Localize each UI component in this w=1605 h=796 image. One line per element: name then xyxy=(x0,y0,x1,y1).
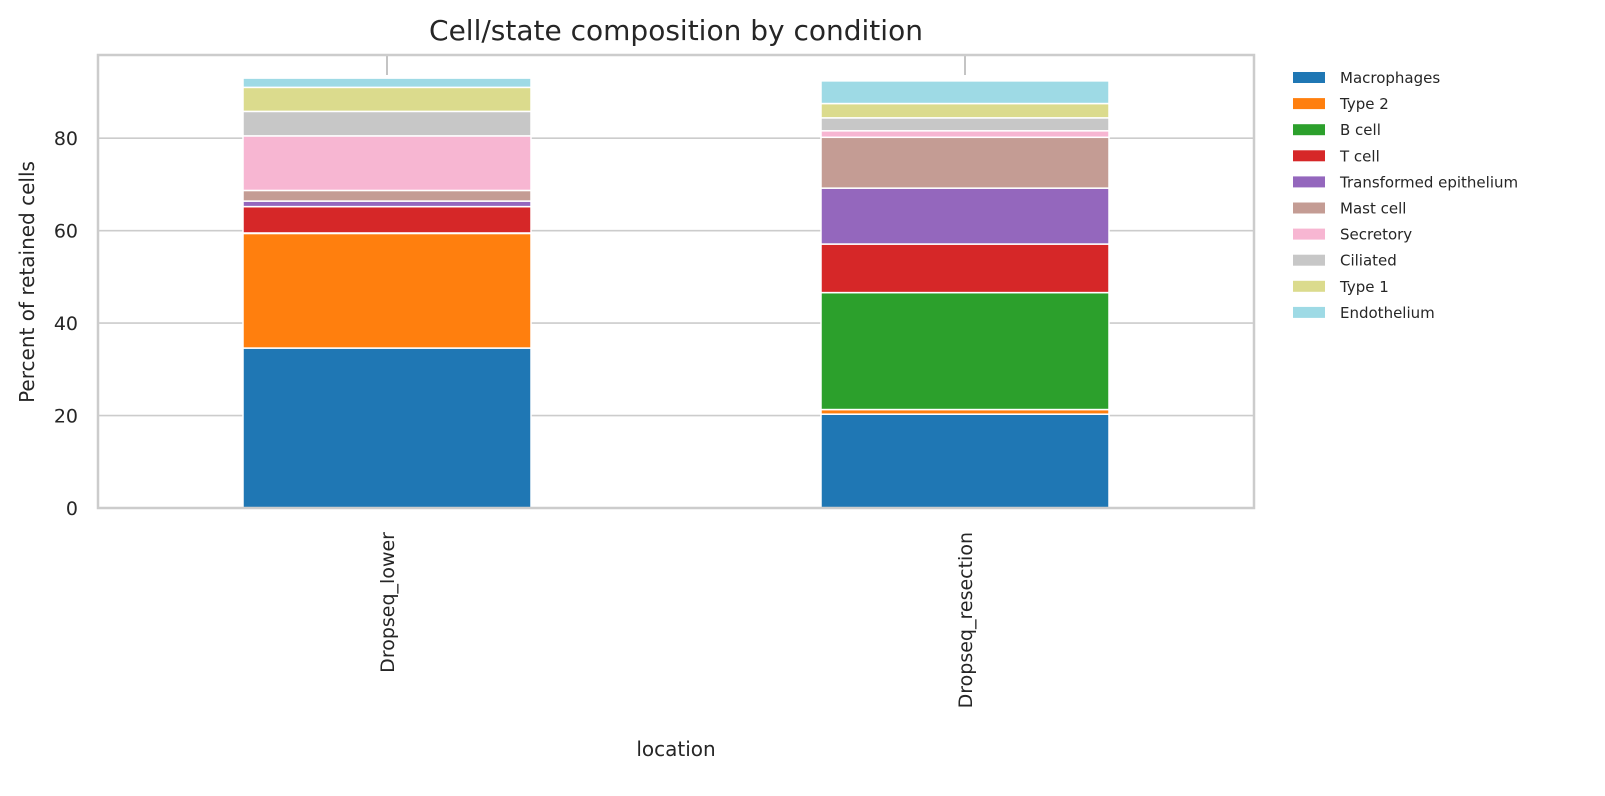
legend-label: Macrophages xyxy=(1340,69,1440,87)
legend-swatch xyxy=(1293,254,1325,266)
y-tick-label: 20 xyxy=(54,406,78,428)
bar-segment xyxy=(242,205,532,234)
bar-segment xyxy=(242,200,532,208)
bar-segment xyxy=(242,232,532,349)
legend-label: Mast cell xyxy=(1340,200,1406,218)
y-tick-label: 60 xyxy=(54,221,78,243)
legend-swatch xyxy=(1293,124,1325,136)
bar-segment xyxy=(242,110,532,137)
bar-segment xyxy=(820,130,1110,139)
legend-label: Transformed epithelium xyxy=(1339,173,1518,191)
legend-swatch xyxy=(1293,98,1325,110)
bar-segment xyxy=(242,189,532,202)
bar-segment xyxy=(820,117,1110,132)
bar-segment xyxy=(242,347,532,509)
bar-segment xyxy=(820,291,1110,411)
plot-frame xyxy=(96,53,1256,510)
bar-segment xyxy=(820,102,1110,119)
bar-segment xyxy=(242,86,532,113)
bar-segment xyxy=(820,413,1110,509)
legend-swatch xyxy=(1293,202,1325,214)
legend-label: Type 2 xyxy=(1339,95,1389,113)
legend-swatch xyxy=(1293,72,1325,83)
bars xyxy=(242,55,1110,509)
y-tick-label: 80 xyxy=(54,128,78,150)
legend-label: Type 1 xyxy=(1339,278,1389,296)
legend-swatch xyxy=(1293,150,1325,162)
x-tick-label: Dropseq_lower xyxy=(377,532,399,673)
legend-swatch xyxy=(1293,228,1325,240)
bar-segment xyxy=(242,77,532,89)
bar-segment xyxy=(820,80,1110,105)
chart-title: Cell/state composition by condition xyxy=(429,14,923,47)
legend-label: Ciliated xyxy=(1340,252,1397,270)
bar-segment xyxy=(820,243,1110,294)
bar-segment xyxy=(820,187,1110,245)
y-axis-label: Percent of retained cells xyxy=(15,161,39,403)
legend-swatch xyxy=(1293,176,1325,188)
legend-swatch xyxy=(1293,306,1325,318)
y-tick-label: 40 xyxy=(54,313,78,335)
legend-label: Endothelium xyxy=(1340,304,1435,322)
legend-label: T cell xyxy=(1339,147,1380,165)
bar-segment xyxy=(820,136,1110,189)
y-tick-labels: 0 20 40 60 80 xyxy=(54,128,78,520)
legend-swatch xyxy=(1293,280,1325,292)
x-tick-label: Dropseq_resection xyxy=(955,532,977,708)
bar-segment xyxy=(242,135,532,192)
legend-label: Secretory xyxy=(1340,226,1412,244)
x-axis-label: location xyxy=(636,737,715,761)
x-tick-labels: Dropseq_lower Dropseq_resection xyxy=(377,532,977,709)
legend: Macrophages Type 2 B cell T cell Transformed… xyxy=(1293,69,1518,322)
legend-label: B cell xyxy=(1340,121,1381,139)
y-tick-label: 0 xyxy=(66,498,78,520)
